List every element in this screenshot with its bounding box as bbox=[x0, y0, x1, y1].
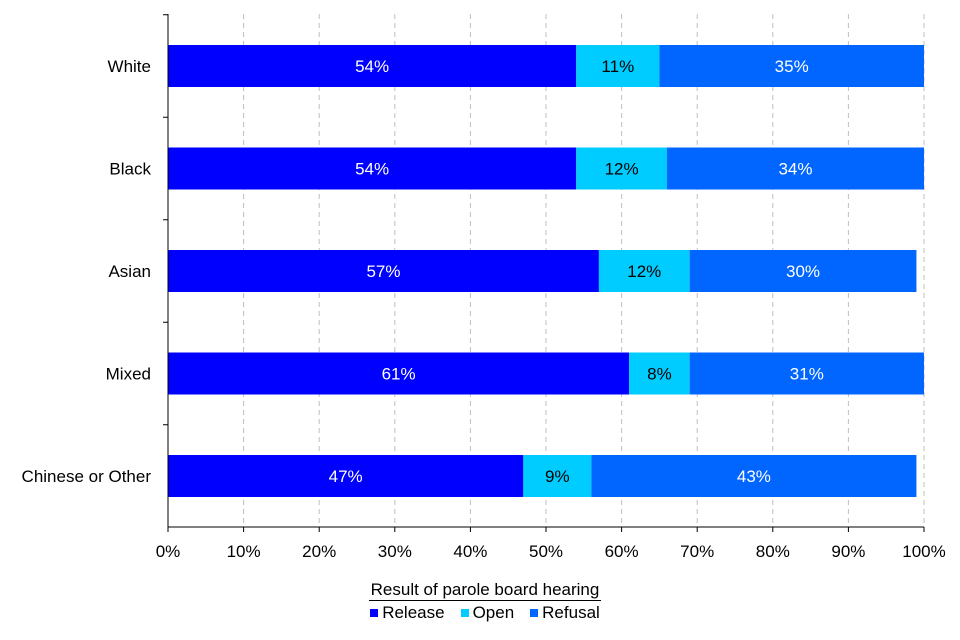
data-label: 12% bbox=[627, 262, 661, 281]
data-label: 43% bbox=[737, 467, 771, 486]
data-label: 11% bbox=[601, 57, 634, 76]
bar-release bbox=[168, 45, 577, 87]
bar-release bbox=[168, 147, 577, 190]
bar-open bbox=[523, 455, 592, 497]
legend-item-refusal: Refusal bbox=[530, 603, 600, 623]
bar-open bbox=[598, 250, 690, 292]
bar-refusal bbox=[689, 352, 924, 395]
legend-item-release: Release bbox=[370, 603, 445, 623]
legend-item-open: Open bbox=[460, 603, 515, 623]
bar-release bbox=[168, 455, 524, 497]
data-label: 54% bbox=[355, 160, 389, 179]
bar-open bbox=[576, 45, 660, 87]
x-tick-label: 0% bbox=[156, 542, 181, 561]
legend: Result of parole board hearing Release O… bbox=[340, 580, 630, 623]
x-tick-label: 10% bbox=[227, 542, 261, 561]
category-label: Mixed bbox=[106, 365, 151, 384]
category-label: Black bbox=[109, 160, 151, 179]
data-label: 31% bbox=[790, 365, 824, 384]
bar-release bbox=[168, 250, 599, 292]
legend-swatch-open bbox=[460, 609, 469, 617]
data-label: 8% bbox=[647, 365, 672, 384]
legend-swatch-refusal bbox=[530, 609, 539, 617]
x-tick-label: 50% bbox=[529, 542, 563, 561]
data-label: 57% bbox=[366, 262, 400, 281]
axes: 0% 10% 20% 30% 40% 50% 60% 70% 80% 90% 100% White Bl… bbox=[22, 14, 946, 561]
data-label: 9% bbox=[545, 467, 570, 486]
data-label: 47% bbox=[329, 467, 363, 486]
legend-swatch-release bbox=[370, 609, 379, 617]
legend-title: Result of parole board hearing bbox=[368, 580, 602, 601]
bar-refusal bbox=[591, 455, 917, 497]
bar-refusal bbox=[666, 147, 924, 190]
legend-label-release: Release bbox=[382, 603, 445, 622]
bar-refusal bbox=[659, 45, 924, 87]
x-tick-label: 30% bbox=[378, 542, 412, 561]
bars: 54% 11% 35% 54% 12% 34% 57% 12% 30% 61% 8% 31% 47% 9%… bbox=[168, 45, 924, 497]
bar-release bbox=[168, 352, 630, 395]
x-tick-label: 80% bbox=[756, 542, 790, 561]
x-tick-label: 60% bbox=[605, 542, 639, 561]
x-tick-label: 100% bbox=[902, 542, 945, 561]
data-label: 35% bbox=[775, 57, 809, 76]
x-tick-label: 20% bbox=[302, 542, 336, 561]
data-label: 54% bbox=[355, 57, 389, 76]
data-label: 30% bbox=[786, 262, 820, 281]
category-label: White bbox=[108, 57, 151, 76]
data-label: 34% bbox=[778, 160, 812, 179]
data-label: 61% bbox=[382, 365, 416, 384]
legend-label-open: Open bbox=[472, 603, 515, 622]
category-label: Chinese or Other bbox=[22, 467, 152, 486]
legend-label-refusal: Refusal bbox=[542, 603, 600, 622]
bar-refusal bbox=[689, 250, 917, 292]
data-label: 12% bbox=[605, 160, 639, 179]
legend-items: Release Open Refusal bbox=[340, 603, 630, 623]
bar-open bbox=[576, 147, 667, 190]
bar-open bbox=[629, 352, 690, 395]
category-label: Asian bbox=[108, 262, 151, 281]
x-tick-label: 40% bbox=[453, 542, 487, 561]
x-tick-label: 70% bbox=[680, 542, 714, 561]
x-tick-label: 90% bbox=[831, 542, 865, 561]
